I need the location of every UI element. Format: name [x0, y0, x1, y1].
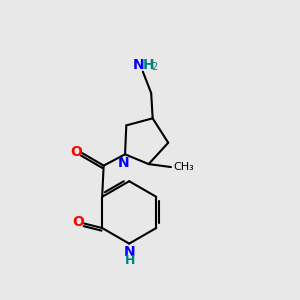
Text: N: N: [133, 58, 144, 72]
Text: O: O: [70, 145, 82, 159]
Text: CH₃: CH₃: [173, 162, 194, 172]
Text: H: H: [142, 58, 154, 72]
Text: O: O: [72, 215, 84, 229]
Text: 2: 2: [151, 62, 157, 72]
Text: N: N: [124, 245, 136, 259]
Text: N: N: [118, 156, 129, 170]
Text: H: H: [124, 254, 135, 267]
